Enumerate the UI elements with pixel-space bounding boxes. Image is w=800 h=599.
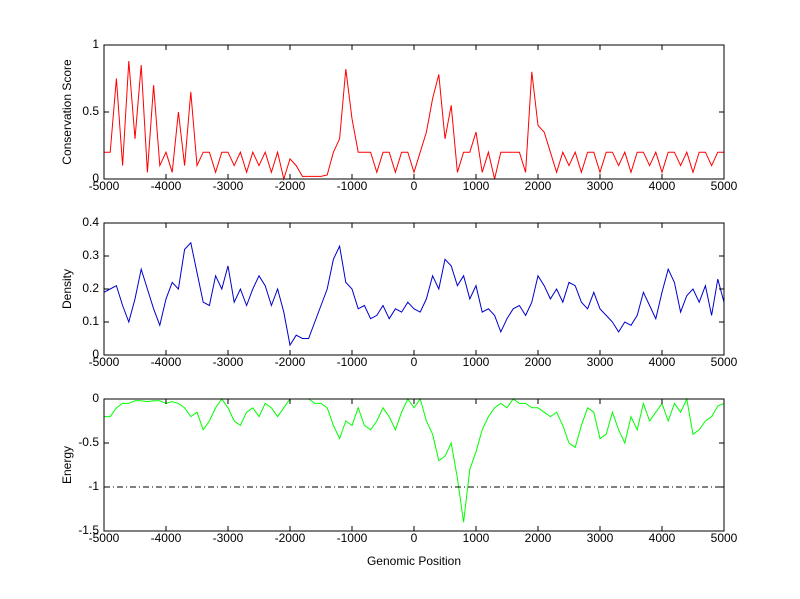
x-tick-label: 1000 <box>463 179 490 193</box>
x-tick-label: -1000 <box>337 355 368 369</box>
x-tick-label: 4000 <box>649 179 676 193</box>
x-tick-label: 0 <box>411 179 418 193</box>
x-tick-label: -3000 <box>213 531 244 545</box>
x-tick-label: -5000 <box>89 531 120 545</box>
y-axis-label: Energy <box>60 446 74 484</box>
y-axis-label: Conservation Score <box>60 59 74 165</box>
x-tick-label: -5000 <box>89 355 120 369</box>
x-tick-label: 0 <box>411 531 418 545</box>
y-tick-label: 0.3 <box>82 248 99 262</box>
y-tick-label: 0.4 <box>82 215 99 229</box>
x-tick-label: 4000 <box>649 355 676 369</box>
x-tick-label: -2000 <box>275 355 306 369</box>
x-tick-label: 1000 <box>463 531 490 545</box>
x-tick-label: -3000 <box>213 179 244 193</box>
x-tick-label: -1000 <box>337 179 368 193</box>
x-tick-label: 0 <box>411 355 418 369</box>
y-tick-label: 0.5 <box>82 104 99 118</box>
x-tick-label: -3000 <box>213 355 244 369</box>
plot-area <box>104 223 724 355</box>
x-tick-label: 3000 <box>587 179 614 193</box>
x-tick-label: 2000 <box>525 531 552 545</box>
x-tick-label: 1000 <box>463 355 490 369</box>
y-tick-label: -0.5 <box>78 435 99 449</box>
data-line <box>104 61 724 181</box>
x-tick-label: 3000 <box>587 355 614 369</box>
x-axis-label: Genomic Position <box>367 554 461 568</box>
x-tick-label: 2000 <box>525 179 552 193</box>
x-tick-label: -4000 <box>151 179 182 193</box>
y-tick-label: 0 <box>92 171 99 185</box>
y-axis-label: Density <box>60 269 74 309</box>
x-tick-label: 2000 <box>525 355 552 369</box>
y-tick-label: 0 <box>92 391 99 405</box>
x-tick-label: -2000 <box>275 531 306 545</box>
x-tick-label: 3000 <box>587 531 614 545</box>
x-tick-label: 5000 <box>711 179 738 193</box>
x-tick-label: -4000 <box>151 355 182 369</box>
x-tick-label: -2000 <box>275 179 306 193</box>
y-tick-label: 0 <box>92 347 99 361</box>
x-tick-label: 5000 <box>711 531 738 545</box>
y-tick-label: -1 <box>88 479 99 493</box>
y-tick-label: -1.5 <box>78 523 99 537</box>
plot-area <box>104 45 724 179</box>
y-tick-label: 1 <box>92 37 99 51</box>
y-tick-label: 0.2 <box>82 281 99 295</box>
x-tick-label: 5000 <box>711 355 738 369</box>
data-line <box>104 397 725 523</box>
x-tick-label: -1000 <box>337 531 368 545</box>
plot-area <box>104 399 724 531</box>
y-tick-label: 0.1 <box>82 314 99 328</box>
data-line <box>103 241 725 347</box>
x-tick-label: -5000 <box>89 179 120 193</box>
x-tick-label: 4000 <box>649 531 676 545</box>
x-tick-label: -4000 <box>151 531 182 545</box>
